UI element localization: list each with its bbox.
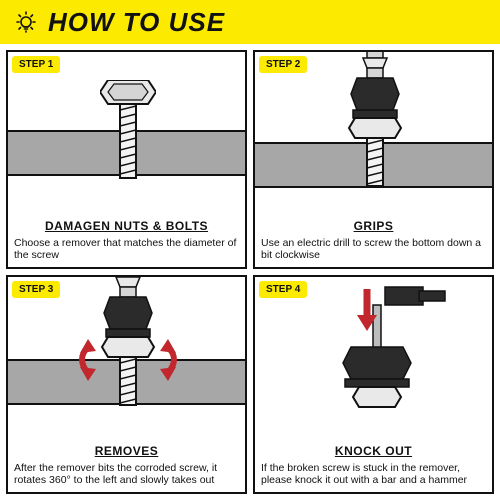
step-badge: STEP 3 <box>12 281 60 298</box>
panel-subtitle: KNOCK OUT <box>255 444 492 460</box>
illustration-3 <box>8 277 245 444</box>
bolt-icon <box>100 80 156 180</box>
illustration-4 <box>255 277 492 444</box>
illustration-2 <box>255 52 492 219</box>
panel-step-3: STEP 3 REMOVES <box>6 275 247 494</box>
panel-desc: Choose a remover that matches the diamet… <box>8 235 245 267</box>
step-badge: STEP 4 <box>259 281 307 298</box>
header: HOW TO USE <box>0 0 500 44</box>
panel-subtitle: REMOVES <box>8 444 245 460</box>
remover-tool-icon <box>339 52 411 188</box>
panel-grid: STEP 1 DAMAGEN NUTS & BOLTS Choose a rem… <box>0 44 500 500</box>
step-badge: STEP 2 <box>259 56 307 73</box>
rotate-arrows-icon <box>68 329 188 389</box>
panel-subtitle: GRIPS <box>255 219 492 235</box>
knockout-icon <box>301 281 451 411</box>
lightbulb-icon <box>14 10 38 34</box>
illustration-1 <box>8 52 245 219</box>
panel-step-2: STEP 2 GRIPS Use an electric drill to sc… <box>253 50 494 269</box>
panel-desc: Use an electric drill to screw the botto… <box>255 235 492 267</box>
panel-step-4: STEP 4 KNOCK OUT If the broken screw is … <box>253 275 494 494</box>
panel-subtitle: DAMAGEN NUTS & BOLTS <box>8 219 245 235</box>
panel-desc: If the broken screw is stuck in the remo… <box>255 460 492 492</box>
step-badge: STEP 1 <box>12 56 60 73</box>
panel-desc: After the remover bits the corroded scre… <box>8 460 245 492</box>
header-title: HOW TO USE <box>48 7 225 38</box>
panel-step-1: STEP 1 DAMAGEN NUTS & BOLTS Choose a rem… <box>6 50 247 269</box>
